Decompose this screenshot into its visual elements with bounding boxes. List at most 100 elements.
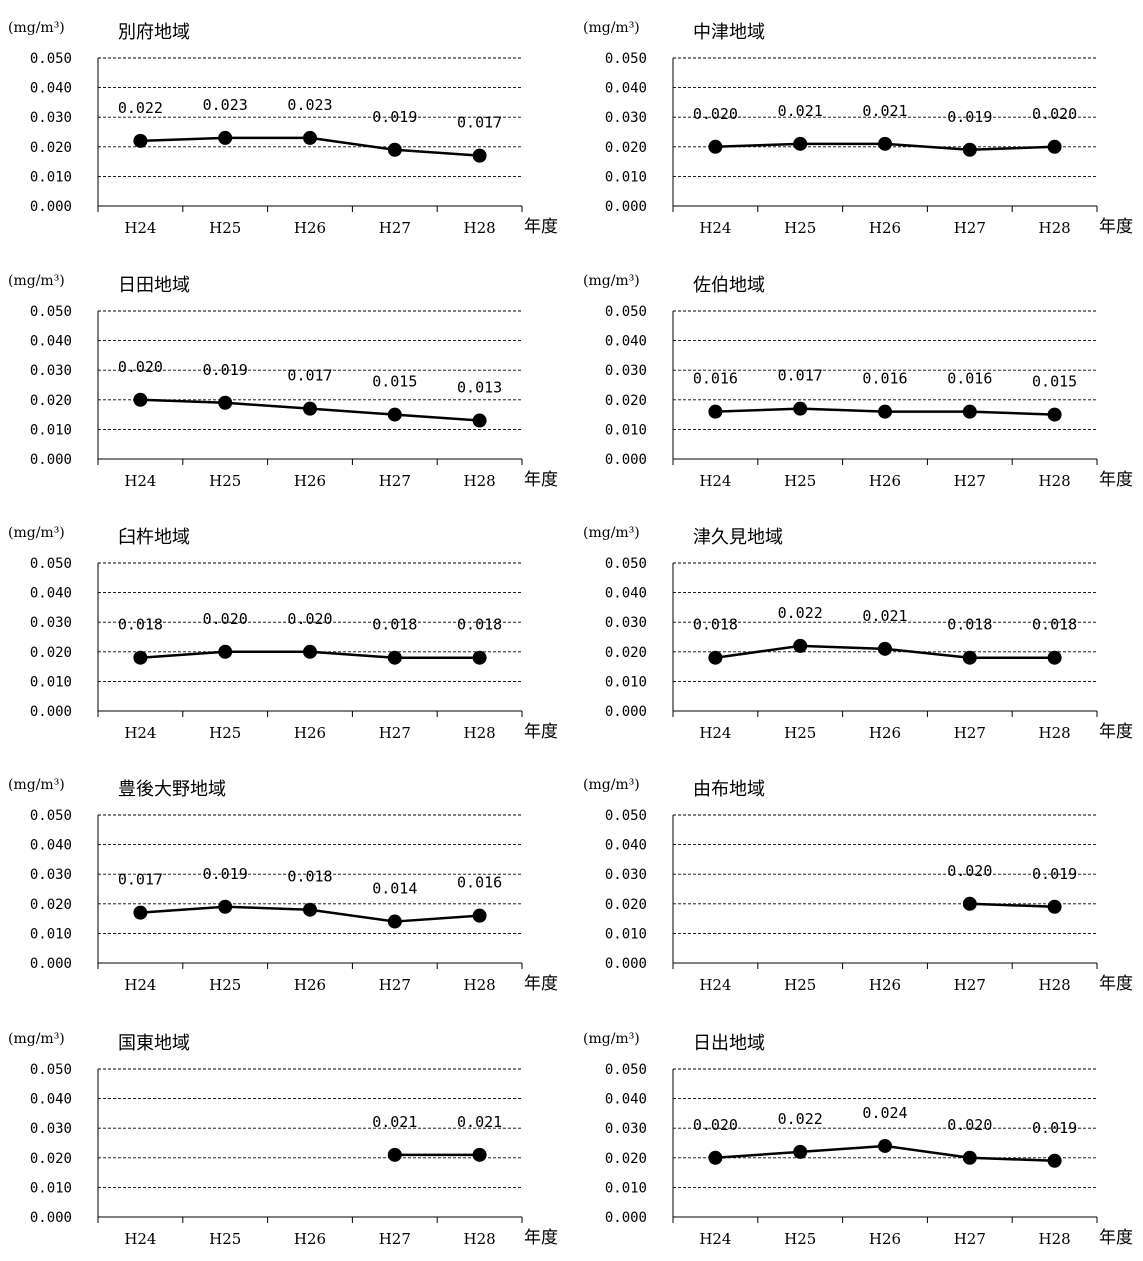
y-tick-label: 0.010 [605,1180,647,1196]
chart-svg: 0.000 0.010 0.020 0.030 0.040 0.050 H24 H25 H26 H… [30,556,558,742]
data-point [133,392,148,407]
y-tick-label: 0.030 [605,615,647,631]
chart-svg: 0.000 0.010 0.020 0.030 0.040 0.050 H24 H25 H26 H… [30,51,558,237]
data-point [133,133,148,148]
data-point [878,136,892,151]
x-tick-label: H28 [1039,219,1071,237]
chart-title: 由布地域 [693,779,765,800]
y-tick-label: 0.040 [605,838,647,854]
data-point [878,404,892,419]
data-point [708,139,723,154]
y-unit-label: (mg/m³) [583,777,640,793]
x-tick-label: H24 [124,1230,156,1248]
chart-panel: (mg/m³) 豊後大野地域 0.000 0.010 0.020 0.030 0.040 0.… [0,757,572,1007]
y-tick-label: 0.000 [605,704,647,720]
y-tick-label: 0.010 [30,169,72,185]
x-tick-label: H28 [1039,976,1071,994]
x-tick-label: H24 [124,472,156,490]
y-tick-label: 0.010 [605,422,647,438]
x-tick-label: H27 [954,724,986,742]
data-point [962,142,977,157]
chart-title: 別府地域 [118,22,190,43]
data-point [1047,139,1062,154]
chart-svg: 0.000 0.010 0.020 0.030 0.040 0.050 H24 H25 H26 H… [605,304,1133,490]
chart-svg: 0.000 0.010 0.020 0.030 0.040 0.050 H24 H25 H26 H… [605,51,1133,237]
data-point [387,142,402,157]
data-point [387,650,402,665]
chart-panel: (mg/m³) 津久見地域 0.000 0.010 0.020 0.030 0.040 0.0… [575,505,1143,755]
data-label: 0.020 [203,610,248,628]
y-tick-label: 0.030 [30,1121,72,1137]
data-label: 0.017 [457,114,502,132]
chart-svg: 0.000 0.010 0.020 0.030 0.040 0.050 H24 H25 H26 H… [30,304,558,490]
x-tick-label: H27 [954,219,986,237]
data-point [962,650,977,665]
y-tick-label: 0.000 [605,452,647,468]
x-tick-label: H27 [379,219,411,237]
data-label: 0.016 [862,370,907,388]
y-tick-label: 0.000 [30,956,72,972]
y-tick-label: 0.020 [30,393,72,409]
chart-svg: 0.000 0.010 0.020 0.030 0.040 0.050 H24 H25 H26 H… [605,556,1133,742]
data-point [218,395,233,410]
y-tick-label: 0.000 [30,199,72,215]
x-tick-label: H24 [124,724,156,742]
x-tick-label: H25 [784,472,816,490]
data-point [387,1147,402,1162]
y-tick-label: 0.040 [30,334,72,350]
x-unit-label: 年度 [524,217,558,237]
x-unit-label: 年度 [524,722,558,742]
y-tick-label: 0.050 [30,1062,72,1078]
chart-title: 豊後大野地域 [118,779,226,800]
chart-panel: (mg/m³) 臼杵地域 0.000 0.010 0.020 0.030 0.040 0.05… [0,505,572,755]
data-label: 0.019 [1032,1119,1077,1137]
data-point [218,899,233,914]
chart-panel: (mg/m³) 日出地域 0.000 0.010 0.020 0.030 0.040 0.05… [575,1011,1143,1261]
x-tick-label: H27 [379,472,411,490]
x-tick-label: H27 [379,724,411,742]
data-label: 0.021 [862,607,907,625]
y-tick-label: 0.050 [605,51,647,67]
data-label: 0.018 [947,616,992,634]
data-label: 0.020 [693,1116,738,1134]
x-tick-label: H28 [1039,724,1071,742]
data-point [387,914,402,929]
data-label: 0.021 [778,102,823,120]
data-label: 0.013 [457,379,502,397]
y-tick-label: 0.050 [605,556,647,572]
y-unit-label: (mg/m³) [583,1031,640,1047]
y-unit-label: (mg/m³) [583,525,640,541]
y-tick-label: 0.020 [605,897,647,913]
x-tick-label: H26 [294,219,326,237]
y-tick-label: 0.020 [30,645,72,661]
data-label: 0.019 [203,865,248,883]
chart-title: 中津地域 [693,22,765,43]
data-label: 0.019 [1032,865,1077,883]
y-tick-label: 0.020 [605,393,647,409]
chart-title: 臼杵地域 [118,527,190,548]
y-tick-label: 0.030 [30,363,72,379]
data-label: 0.022 [778,1110,823,1128]
data-point [303,401,317,416]
x-tick-label: H26 [869,1230,901,1248]
y-tick-label: 0.010 [30,674,72,690]
x-tick-label: H26 [294,472,326,490]
data-label: 0.016 [457,874,502,892]
y-tick-label: 0.050 [30,51,72,67]
chart-svg: 0.000 0.010 0.020 0.030 0.040 0.050 H24 H25 H26 H… [30,1062,558,1248]
chart-title: 佐伯地域 [693,275,765,296]
data-label: 0.023 [203,96,248,114]
data-point [1047,899,1062,914]
data-label: 0.018 [118,616,163,634]
y-tick-label: 0.010 [605,674,647,690]
y-tick-label: 0.040 [30,586,72,602]
data-label: 0.017 [118,871,163,889]
data-point [962,896,977,911]
chart-svg: 0.000 0.010 0.020 0.030 0.040 0.050 H24 H25 H26 H… [605,808,1133,994]
series-line [969,902,1055,909]
y-tick-label: 0.000 [30,452,72,468]
y-tick-label: 0.040 [30,1092,72,1108]
x-tick-label: H26 [869,724,901,742]
data-point [708,650,723,665]
